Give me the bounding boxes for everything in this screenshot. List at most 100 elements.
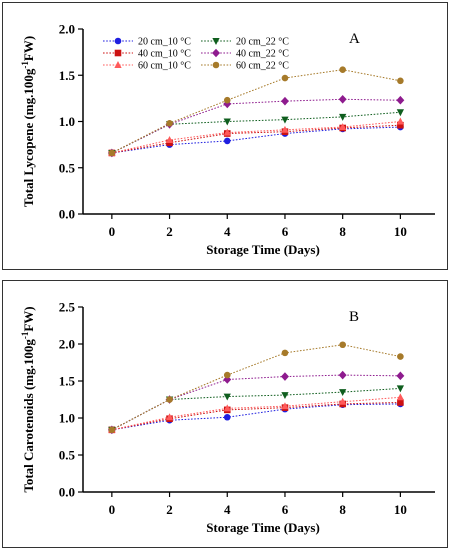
carotenoids-data-point xyxy=(223,413,231,421)
carotenoids-data-point xyxy=(281,349,289,357)
carotenoids-data-point xyxy=(281,372,289,381)
lycopene-series-line xyxy=(111,111,401,154)
carotenoids-y-tick-label: 1.5 xyxy=(59,374,76,389)
lycopene-data-point xyxy=(281,74,289,82)
lycopene-x-tick-label: 4 xyxy=(224,224,231,239)
lycopene-data-point xyxy=(223,96,231,104)
legend-marker xyxy=(212,61,220,69)
lycopene-series xyxy=(108,121,404,157)
carotenoids-series xyxy=(108,385,405,434)
carotenoids-data-point xyxy=(397,353,404,360)
carotenoids-series-line xyxy=(111,344,401,431)
lycopene-data-point xyxy=(397,121,404,129)
lycopene-data-point xyxy=(223,99,232,109)
carotenoids-series xyxy=(108,399,404,434)
carotenoids-data-point xyxy=(396,385,405,393)
carotenoids-y-tick-label: 1.0 xyxy=(59,411,75,426)
carotenoids-data-point xyxy=(166,396,173,403)
carotenoids-panel-label: B xyxy=(349,309,359,325)
carotenoids-y-tick-label: 2.5 xyxy=(59,300,76,315)
carotenoids-x-tick-label: 8 xyxy=(339,502,346,517)
legend-marker xyxy=(212,38,220,45)
legend-item: 20 cm_10 °C xyxy=(103,37,191,48)
lycopene-data-point xyxy=(281,116,289,124)
lycopene-legend: 20 cm_10 °C40 cm_10 °C60 cm_10 °C 20 cm_2… xyxy=(103,37,289,72)
carotenoids-data-point xyxy=(281,402,289,410)
lycopene-y-axis-title: Total Lycopene (mg.100g-1FW) xyxy=(20,36,36,207)
lycopene-data-point xyxy=(338,95,347,104)
lycopene-series xyxy=(108,66,404,157)
legend-item: 40 cm_22 °C xyxy=(201,49,289,60)
lycopene-data-point xyxy=(339,123,347,131)
legend-marker xyxy=(114,37,122,45)
carotenoids-series-line xyxy=(111,374,401,431)
carotenoids-series xyxy=(108,341,404,434)
carotenoids-data-point xyxy=(165,413,174,421)
legend-label: 20 cm_10 °C xyxy=(138,37,191,48)
lycopene-series-line xyxy=(111,98,401,154)
carotenoids-chart-panel: 0.0 0.5 1.0 1.5 2.0 2.5 0 2 4 6 8 10 Storage Time (D… xyxy=(2,280,448,548)
carotenoids-data-point xyxy=(339,389,347,397)
legend-item: 40 cm_10 °C xyxy=(103,49,191,60)
carotenoids-series xyxy=(108,400,404,434)
legend-marker xyxy=(114,61,122,68)
lycopene-data-point xyxy=(397,77,404,85)
carotenoids-data-point xyxy=(223,393,231,401)
lycopene-y-tick-label: 0.5 xyxy=(59,160,76,175)
lycopene-y-tick-label: 1.0 xyxy=(59,114,75,129)
carotenoids-x-axis-title: Storage Time (Days) xyxy=(206,520,320,535)
lycopene-x-tick-label: 0 xyxy=(109,224,116,239)
legend-marker xyxy=(114,49,122,57)
legend-marker xyxy=(212,48,220,58)
legend-label: 40 cm_22 °C xyxy=(236,49,289,60)
carotenoids-series-line xyxy=(111,387,401,431)
carotenoids-data-point xyxy=(339,397,347,405)
carotenoids-series-line xyxy=(111,396,401,431)
legend-label: 40 cm_10 °C xyxy=(138,49,191,60)
lycopene-data-point xyxy=(281,96,289,106)
lycopene-data-point xyxy=(396,95,405,105)
lycopene-data-point xyxy=(165,136,174,143)
legend-label: 60 cm_22 °C xyxy=(236,61,289,72)
carotenoids-data-point xyxy=(281,392,289,400)
legend-item: 20 cm_22 °C xyxy=(201,37,289,48)
lycopene-series-line xyxy=(111,126,401,154)
lycopene-data-point xyxy=(339,66,346,73)
lycopene-data-point xyxy=(223,137,231,145)
carotenoids-data-point xyxy=(223,404,231,412)
carotenoids-data-point xyxy=(223,371,231,379)
lycopene-chart-panel: 0.0 0.5 1.0 1.5 2.0 0 2 4 6 8 10 Storage Time (Days… xyxy=(2,2,448,270)
legend-label: 60 cm_10 °C xyxy=(138,61,191,72)
lycopene-y-tick-label: 1.5 xyxy=(59,68,76,83)
lycopene-panel-label: A xyxy=(349,31,360,47)
lycopene-data-point xyxy=(281,125,289,133)
lycopene-x-tick-label: 10 xyxy=(394,224,407,239)
carotenoids-data-point xyxy=(396,393,405,401)
lycopene-series xyxy=(108,123,404,157)
carotenoids-data-point xyxy=(339,341,346,349)
carotenoids-series-line xyxy=(111,401,401,431)
lycopene-data-point xyxy=(108,149,116,157)
legend-item: 60 cm_22 °C xyxy=(201,61,289,72)
carotenoids-y-tick-label: 0.5 xyxy=(59,448,76,463)
lycopene-x-tick-label: 8 xyxy=(339,224,346,239)
lycopene-data-point xyxy=(396,117,405,125)
carotenoids-chart: 0.0 0.5 1.0 1.5 2.0 2.5 0 2 4 6 8 10 Storage Time (D… xyxy=(20,300,435,535)
lycopene-data-point xyxy=(223,118,231,126)
carotenoids-x-tick-label: 0 xyxy=(109,502,116,517)
legend-label: 20 cm_22 °C xyxy=(236,37,289,48)
lycopene-y-tick-label: 2.0 xyxy=(59,22,75,37)
carotenoids-data-point xyxy=(396,371,405,381)
carotenoids-x-tick-label: 4 xyxy=(224,502,231,517)
lycopene-series-line xyxy=(111,69,401,154)
carotenoids-y-axis-title: Total Carotenoids (mg.100g-1FW) xyxy=(20,306,36,492)
lycopene-chart: 0.0 0.5 1.0 1.5 2.0 0 2 4 6 8 10 Storage Time (Days… xyxy=(20,22,435,257)
lycopene-data-point xyxy=(166,120,173,127)
carotenoids-data-point xyxy=(397,399,404,406)
lycopene-series xyxy=(107,95,405,158)
legend-item: 60 cm_10 °C xyxy=(103,61,191,72)
carotenoids-data-point xyxy=(338,370,347,380)
lycopene-data-point xyxy=(396,109,405,117)
carotenoids-x-tick-label: 6 xyxy=(282,502,289,517)
lycopene-series-line xyxy=(111,121,401,154)
